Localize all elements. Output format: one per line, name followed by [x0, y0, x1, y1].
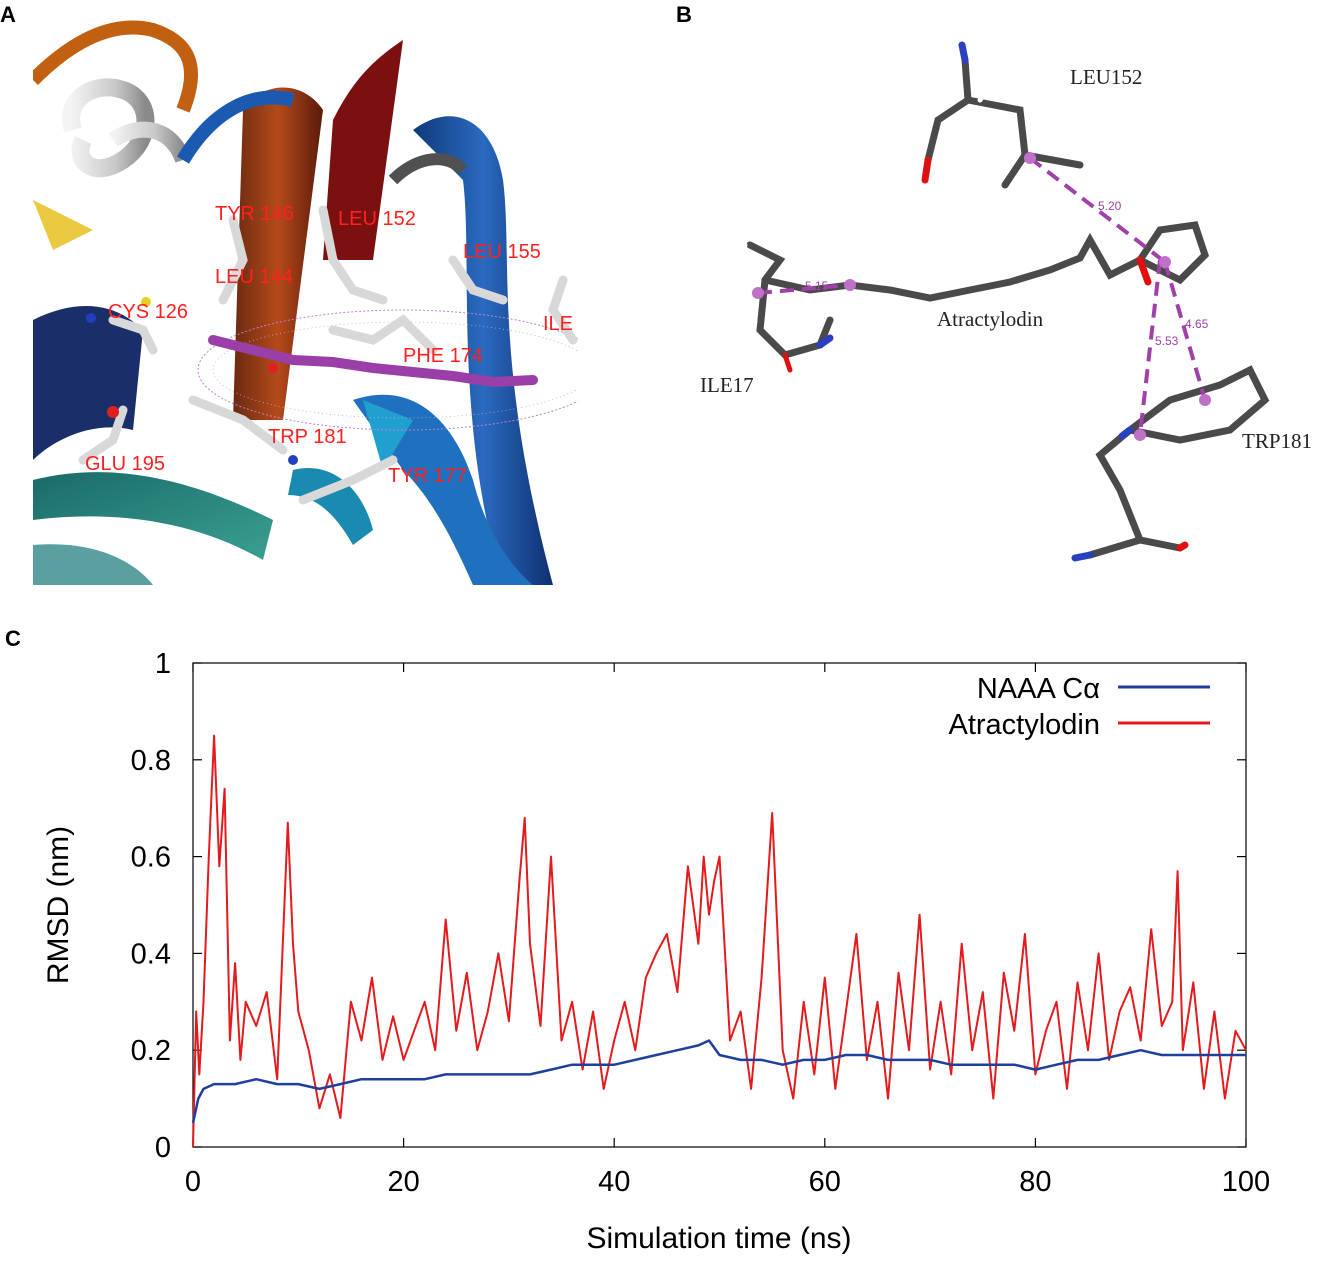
distance-labels: 5.20 5.15 5.53 4.65 [805, 199, 1209, 348]
label-leu155: LEU 155 [463, 241, 541, 263]
ile-nitrogen [816, 334, 834, 349]
strand-lightblue [363, 400, 413, 470]
label-trp181: TRP 181 [268, 426, 347, 448]
y-tick-label: 0 [155, 1132, 171, 1164]
label-leu152: LEU 152 [338, 208, 416, 230]
panel-b-render: 5.20 5.15 5.53 4.65 LEU152 Atractylodin … [700, 41, 1312, 562]
strand-cyan [288, 468, 373, 545]
interaction-lines [757, 156, 1207, 436]
name-trp181: TRP181 [1242, 429, 1312, 453]
strand-blue-right [413, 116, 553, 585]
x-tick-label: 60 [809, 1166, 841, 1198]
cys-sulfur [141, 297, 151, 307]
helix-grey-2 [108, 121, 191, 164]
x-axis-ticks: 0 20 40 60 80 100 [185, 663, 1270, 1198]
glu-oxygen [107, 406, 119, 418]
leu-oxygen [921, 156, 932, 184]
y-tick-label: 1 [155, 648, 171, 680]
hydrogens [732, 82, 1223, 328]
residue-names: LEU152 Atractylodin ILE17 TRP181 [700, 65, 1312, 453]
x-tick-label: 100 [1222, 1166, 1270, 1198]
label-glu195: GLU 195 [85, 453, 165, 475]
panel-letter-a: A [0, 2, 16, 27]
strand-lightteal [33, 544, 153, 585]
ile-oxygen [782, 352, 793, 373]
panel-c-rmsd-chart: 0 0.2 0.4 0.6 0.8 1 0 20 40 60 80 100 Simulation t… [0, 620, 1319, 1258]
distance-trp-2: 4.65 [1185, 317, 1209, 331]
trp-backbone-nitrogen [1071, 551, 1094, 562]
panel-letter-b: B [676, 2, 692, 27]
x-tick-label: 80 [1019, 1166, 1051, 1198]
arrow-yellow [33, 200, 93, 250]
name-leu152: LEU152 [1070, 65, 1142, 89]
name-ile17: ILE17 [700, 373, 754, 397]
side-chain-sticks [78, 205, 578, 505]
ligand-oxygen [268, 363, 278, 373]
ligand-oxygen [1136, 256, 1152, 286]
strand-teal [33, 472, 273, 560]
trp-nitrogen [1118, 426, 1134, 440]
trp-nitrogen [288, 455, 298, 465]
y-tick-label: 0.2 [131, 1035, 171, 1067]
panel-letter-c: C [5, 626, 21, 651]
distance-ile: 5.15 [805, 279, 829, 293]
x-tick-label: 0 [185, 1166, 201, 1198]
x-tick-label: 40 [598, 1166, 630, 1198]
rmsd-chart: 0 0.2 0.4 0.6 0.8 1 0 20 40 60 80 100 Simulation t… [42, 648, 1270, 1255]
interaction-centroids [752, 152, 1211, 441]
plot-frame [192, 662, 1247, 1148]
label-phe174: PHE 174 [403, 345, 483, 367]
label-leu144: LEU 144 [215, 266, 293, 288]
strand-darkred [323, 40, 403, 260]
label-tyr177: TYR 177 [388, 465, 467, 487]
label-cys126: CYS 126 [108, 301, 188, 323]
ribbon-blue-top [176, 90, 295, 164]
ligand-atractylodin [208, 335, 538, 388]
ribbon-orange [28, 20, 199, 113]
strand-brown [233, 87, 323, 420]
cys-nitrogen [86, 313, 96, 323]
helix-grey [62, 78, 155, 178]
panel-a-render: TYR 146 LEU 152 LEU 155 LEU 144 CYS 126 … [28, 20, 612, 585]
y-axis-label: RMSD (nm) [42, 826, 75, 984]
y-axis-ticks: 0 0.2 0.4 0.6 0.8 1 [131, 648, 1246, 1164]
legend: NAAA Cα Atractylodin [948, 673, 1210, 741]
y-tick-label: 0.4 [131, 938, 171, 970]
name-atractylodin: Atractylodin [937, 307, 1044, 331]
label-ile175: ILE 175 [543, 313, 578, 335]
trp-oxygen [1176, 541, 1189, 552]
y-tick-label: 0.8 [131, 745, 171, 777]
distance-leu: 5.20 [1098, 199, 1122, 213]
x-axis-label: Simulation time (ns) [586, 1222, 851, 1255]
ribbon-dark [388, 153, 468, 185]
leu-nitrogen [958, 41, 969, 64]
y-tick-label: 0.6 [131, 842, 171, 874]
x-tick-label: 20 [387, 1166, 419, 1198]
residue-labels: TYR 146 LEU 152 LEU 155 LEU 144 CYS 126 … [85, 203, 612, 487]
legend-label-naaa: NAAA Cα [977, 673, 1100, 705]
series-layer [191, 734, 1247, 1148]
panel-a-binding-pocket: TYR 146 LEU 152 LEU 155 LEU 144 CYS 126 … [28, 0, 612, 585]
label-tyr146: TYR 146 [215, 203, 294, 225]
series-line-atractylodin [192, 734, 1247, 1148]
panel-b-interaction-diagram: 5.20 5.15 5.53 4.65 LEU152 Atractylodin … [690, 0, 1319, 585]
distance-trp-1: 5.53 [1155, 334, 1179, 348]
series-line-naaa [191, 1039, 1246, 1124]
bonds [746, 56, 1270, 559]
legend-label-atractylodin: Atractylodin [948, 709, 1100, 741]
